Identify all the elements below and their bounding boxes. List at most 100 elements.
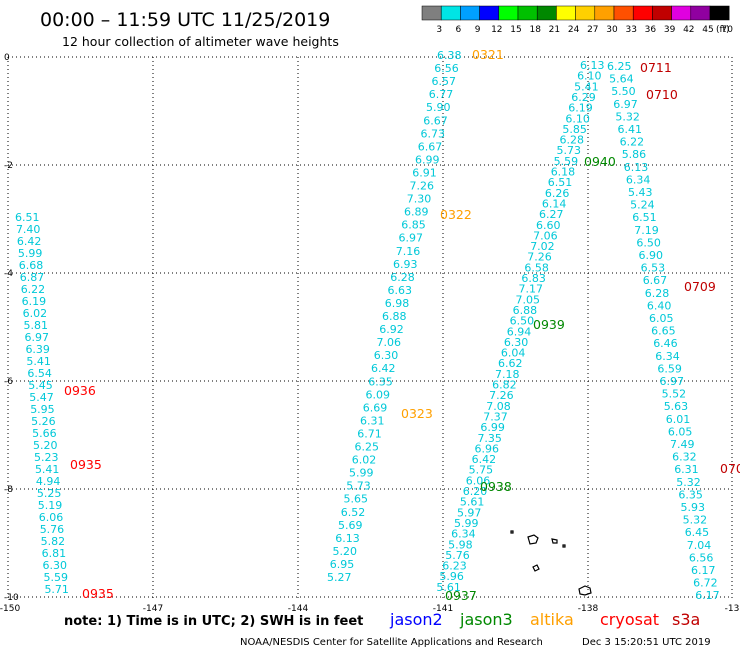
colorbar-tick-label: 12: [491, 25, 502, 35]
wave-height-value: 5.43: [628, 186, 653, 199]
wave-height-value: 5.59: [554, 155, 579, 168]
colorbar-swatch: [632, 5, 653, 21]
wave-height-value: 5.32: [615, 110, 640, 123]
wave-height-value: 5.73: [557, 144, 582, 157]
wave-height-value: 6.42: [371, 362, 396, 375]
x-tick-label: -138: [578, 604, 599, 614]
x-tick-label: -144: [288, 604, 309, 614]
wave-height-value: 6.45: [685, 526, 710, 539]
wave-height-value: 6.32: [672, 451, 697, 464]
wave-height-value: 6.51: [632, 211, 657, 224]
wave-height-value: 6.40: [647, 299, 672, 312]
y-tick-label: -10: [4, 593, 19, 603]
wave-height-value: 5.75: [469, 464, 494, 477]
colorbar-swatch: [460, 5, 480, 21]
wave-height-value: 5.41: [35, 463, 60, 476]
wave-height-value: 6.89: [404, 206, 429, 219]
wave-height-value: 6.83: [521, 272, 546, 285]
wave-height-value: 6.06: [466, 474, 491, 487]
wave-height-value: 5.47: [29, 391, 54, 404]
y-tick-label: -4: [4, 269, 13, 279]
colorbar-tick-label: 30: [606, 25, 618, 35]
wave-height-value: 6.28: [559, 134, 584, 147]
wave-height-value: 6.97: [613, 98, 638, 111]
wave-height-value: 5.93: [681, 501, 706, 514]
wave-height-value: 6.20: [463, 485, 488, 498]
island-outline: [510, 530, 514, 534]
island-outline: [551, 538, 558, 544]
legend-altika: altika: [530, 610, 574, 629]
wave-height-value: 5.81: [24, 319, 49, 332]
note-text: note: 1) Time is in UTC; 2) SWH is in fe…: [64, 614, 363, 629]
legend-s3a: s3a: [672, 610, 700, 629]
wave-height-value: 7.35: [477, 432, 502, 445]
wave-height-value: 6.59: [657, 362, 682, 375]
wave-height-value: 6.60: [536, 219, 561, 232]
wave-height-value: 7.08: [486, 400, 511, 413]
wave-height-value: 5.61: [460, 496, 485, 509]
wave-height-value: 6.85: [401, 219, 426, 232]
wave-height-value: 5.20: [33, 439, 58, 452]
wave-height-value: 6.31: [674, 463, 699, 476]
pass-time-label: 0935: [82, 586, 114, 601]
legend-cryosat: cryosat: [600, 610, 659, 629]
wave-height-value: 6.34: [655, 350, 680, 363]
wave-height-value: 5.99: [454, 517, 479, 530]
wave-height-value: 6.52: [341, 506, 366, 519]
colorbar-swatch: [671, 5, 692, 21]
wave-height-value: 6.35: [368, 375, 393, 388]
wave-height-value: 6.41: [618, 123, 643, 136]
wave-height-value: 6.31: [360, 414, 385, 427]
wave-height-value: 7.49: [670, 438, 695, 451]
wave-height-value: 6.35: [678, 488, 703, 501]
pass-time-label: 0938: [480, 479, 512, 494]
wave-height-value: 6.56: [689, 551, 714, 564]
wave-height-value: 5.64: [609, 73, 634, 86]
y-tick-label: -8: [4, 485, 13, 495]
wave-height-value: 6.42: [17, 235, 42, 248]
island-shapes: [510, 530, 592, 596]
wave-height-value: 7.17: [518, 283, 543, 296]
figure-subtitle: 12 hour collection of altimeter wave hei…: [62, 34, 339, 49]
colorbar-swatch: [575, 5, 596, 21]
footer-timestamp: Dec 3 15:20:51 UTC 2019: [582, 637, 711, 648]
wave-height-value: 6.56: [434, 62, 459, 75]
island-outline: [527, 534, 539, 545]
wave-height-value: 5.65: [344, 493, 369, 506]
wave-height-value: 6.50: [636, 236, 661, 249]
wave-height-value: 7.26: [489, 389, 514, 402]
wave-height-value: 6.50: [510, 315, 535, 328]
colorbar-swatch: [709, 5, 730, 21]
pass-time-label: 0937: [445, 588, 477, 603]
wave-height-value: 5.50: [611, 85, 636, 98]
wave-height-value: 6.51: [15, 211, 40, 224]
wave-height-value: 5.63: [664, 400, 689, 413]
wave-height-value: 5.59: [44, 571, 69, 584]
wave-height-value: 7.26: [527, 251, 552, 264]
y-tick-label: -2: [4, 161, 13, 171]
wave-height-value: 6.17: [695, 589, 720, 602]
wave-height-value: 7.18: [495, 368, 520, 381]
wave-height-value: 6.30: [504, 336, 529, 349]
wave-height-value: 5.32: [676, 476, 701, 489]
satellite-tracks: 6.517.406.425.996.686.876.226.196.025.81…: [15, 47, 740, 603]
wave-height-value: 5.25: [37, 487, 62, 500]
wave-height-value: 6.62: [498, 357, 522, 370]
wave-height-value: 5.97: [457, 506, 482, 519]
colorbar-swatch: [517, 5, 538, 21]
wave-height-value: 6.25: [607, 60, 632, 73]
wave-height-value: 7.30: [407, 193, 432, 206]
wave-height-value: 5.76: [445, 549, 470, 562]
wave-height-value: 6.92: [379, 323, 404, 336]
pass-time-label: 0323: [401, 406, 433, 421]
colorbar-swatch: [652, 5, 672, 21]
wave-height-value: 5.73: [346, 480, 371, 493]
wave-height-value: 6.94: [507, 325, 532, 338]
colorbar-unit: (ft): [716, 25, 730, 35]
wave-height-value: 5.27: [327, 571, 352, 584]
pass-time-label: 0940: [584, 154, 616, 169]
wave-height-value: 5.61: [436, 581, 461, 594]
colorbar-tick-label: 27: [587, 25, 598, 35]
